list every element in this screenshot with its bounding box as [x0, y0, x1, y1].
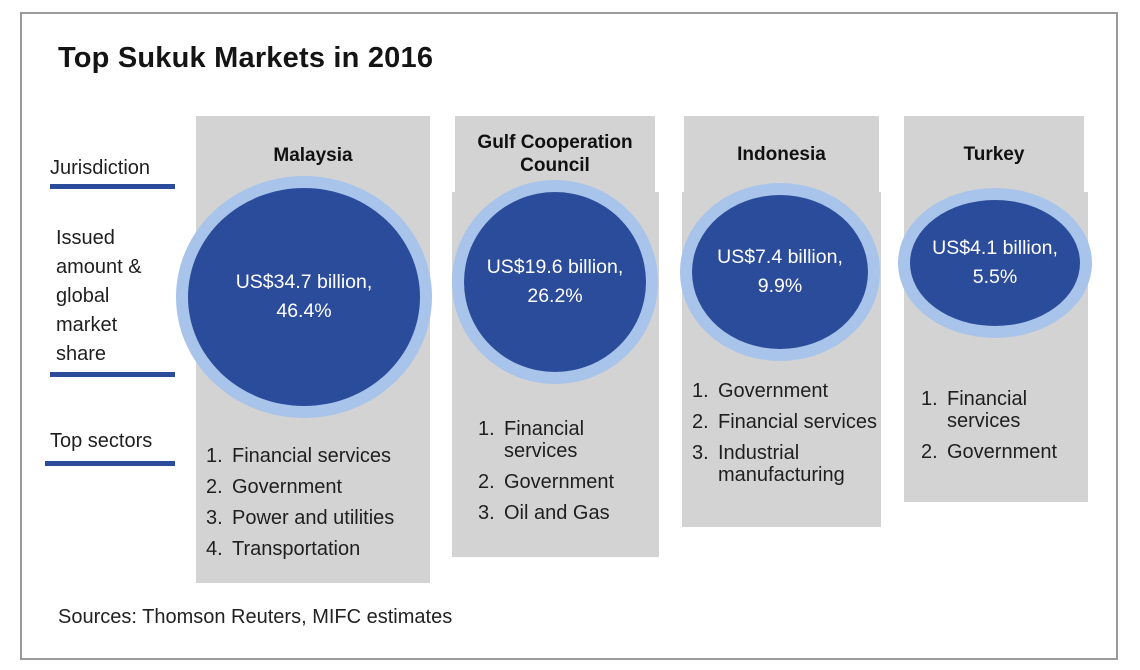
sector-item: 1. Financial services	[921, 388, 1028, 432]
sector-item: 1. Government	[692, 380, 829, 402]
sector-list-indonesia: 1. Government 2. Financial services 3. Indu…	[692, 380, 877, 495]
column-gcc-header: Gulf Cooperation Council	[455, 116, 655, 192]
sector-list-turkey: 1. Financial services 2. Government	[921, 388, 1086, 472]
market-circle-malaysia: US$34.7 billion, 46.4%	[176, 176, 432, 418]
sector-item: 2. Government	[206, 476, 343, 498]
market-circle-gcc: US$19.6 billion, 26.2%	[452, 180, 658, 384]
column-turkey-header: Turkey	[904, 116, 1084, 192]
issued-amount: US$7.4 billion,	[717, 246, 843, 268]
row-rule-issued	[50, 372, 175, 377]
jurisdiction-name: Malaysia	[273, 145, 353, 166]
column-indonesia-header: Indonesia	[684, 116, 879, 192]
chart-title: Top Sukuk Markets in 2016	[58, 42, 434, 74]
row-label-issued-line: Issued	[56, 227, 115, 249]
issued-amount: US$4.1 billion,	[932, 237, 1058, 259]
sector-list-malaysia: 1. Financial services 2. Government 3. Powe…	[206, 445, 428, 569]
market-circle-indonesia: US$7.4 billion, 9.9%	[680, 183, 880, 361]
sector-item: 3. Oil and Gas	[478, 502, 610, 524]
sector-item: 1. Financial services	[478, 418, 585, 462]
jurisdiction-name: Council	[520, 155, 590, 176]
market-share: 26.2%	[527, 285, 583, 307]
market-share: 46.4%	[276, 300, 332, 322]
jurisdiction-name: Turkey	[963, 143, 1025, 165]
row-label-issued-line: amount &	[56, 256, 142, 278]
row-label-jurisdiction: Jurisdiction	[50, 157, 151, 179]
issued-amount: US$34.7 billion,	[235, 271, 373, 293]
market-share: 5.5%	[972, 266, 1018, 288]
sector-item: 2. Financial services	[692, 411, 877, 433]
sector-item: 4. Transportation	[206, 538, 361, 560]
row-label-issued-line: market	[56, 314, 118, 336]
sector-item: 2. Government	[921, 441, 1058, 463]
row-label-issued-line: share	[56, 343, 107, 365]
source-note: Sources: Thomson Reuters, MIFC estimates	[58, 606, 453, 628]
sector-item: 2. Government	[478, 471, 615, 493]
jurisdiction-name: Indonesia	[737, 143, 826, 165]
issued-amount: US$19.6 billion,	[486, 256, 624, 278]
market-share: 9.9%	[757, 275, 803, 297]
sector-item: 3. Industrial manufacturing	[692, 442, 845, 486]
row-rule-jurisdiction	[50, 184, 175, 189]
row-label-issued-line: global	[56, 285, 110, 307]
sector-list-gcc: 1. Financial services 2. Government 3. Oil …	[478, 418, 653, 533]
sector-item: 1. Financial services	[206, 445, 391, 467]
row-label-issued: Issued amount & global market share	[56, 224, 142, 369]
sector-item: 3. Power and utilities	[206, 507, 395, 529]
market-circle-turkey: US$4.1 billion, 5.5%	[898, 188, 1092, 338]
row-rule-sectors	[45, 461, 175, 466]
row-label-sectors: Top sectors	[50, 430, 153, 452]
jurisdiction-name: Gulf Cooperation	[477, 132, 633, 153]
